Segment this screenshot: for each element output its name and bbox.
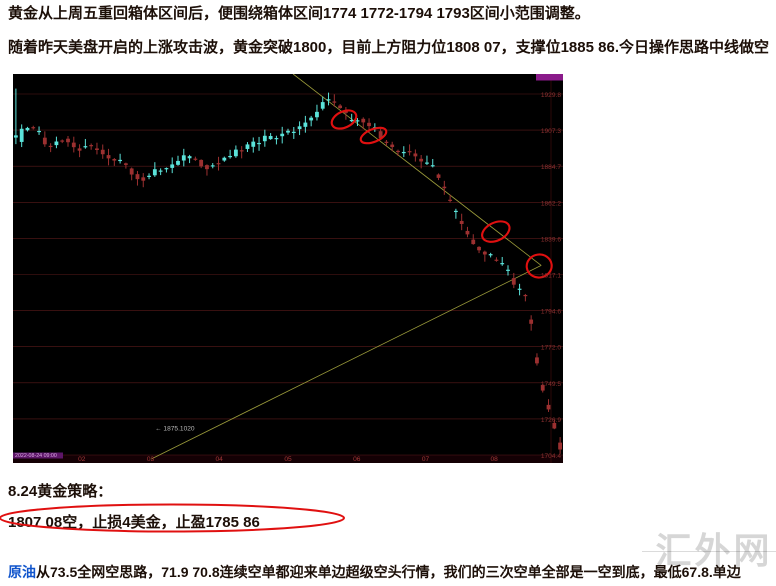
svg-text:08: 08	[491, 456, 499, 463]
svg-text:03: 03	[147, 456, 155, 463]
svg-text:07: 07	[422, 456, 430, 463]
svg-text:05: 05	[284, 456, 292, 463]
svg-text:1817.1: 1817.1	[541, 273, 562, 280]
svg-text:2022-08-24 09:00: 2022-08-24 09:00	[15, 453, 57, 459]
svg-text:1704.4: 1704.4	[541, 453, 562, 460]
svg-text:1862.2: 1862.2	[541, 200, 562, 207]
svg-text:02: 02	[78, 456, 86, 463]
svg-text:1884.7: 1884.7	[541, 164, 562, 171]
svg-text:06: 06	[353, 456, 361, 463]
svg-text:1929.8: 1929.8	[541, 92, 562, 99]
svg-text:1772.0: 1772.0	[541, 345, 562, 352]
svg-text:1839.6: 1839.6	[541, 236, 562, 243]
svg-text:1726.9: 1726.9	[541, 417, 562, 424]
svg-text:← 1875.1020: ← 1875.1020	[155, 426, 195, 433]
svg-text:1794.6: 1794.6	[541, 309, 562, 316]
svg-text:1749.5: 1749.5	[541, 381, 562, 388]
svg-text:04: 04	[216, 456, 224, 463]
svg-text:1907.3: 1907.3	[541, 128, 562, 135]
